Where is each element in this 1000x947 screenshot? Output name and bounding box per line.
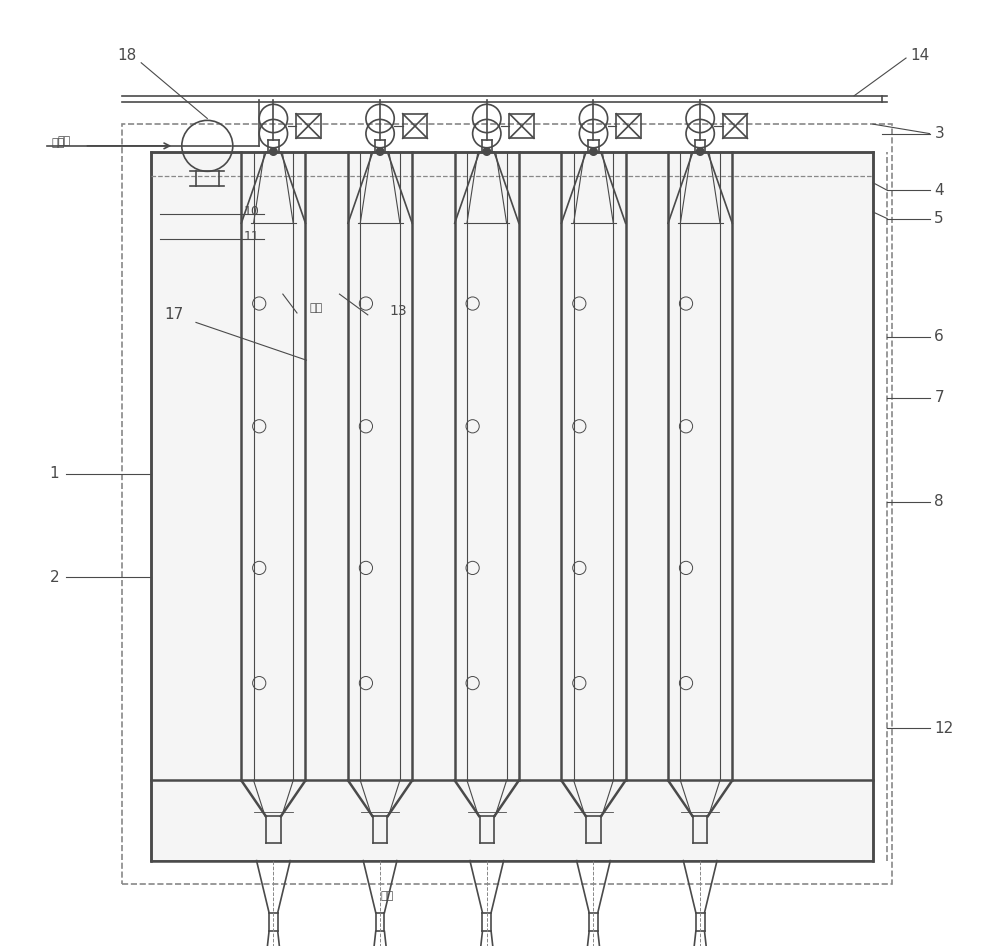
Text: 12: 12	[934, 721, 954, 736]
Text: 3: 3	[934, 126, 944, 141]
Text: 排气: 排气	[380, 891, 393, 902]
Text: 11: 11	[243, 230, 259, 243]
Bar	[296, 114, 321, 138]
Circle shape	[483, 148, 491, 155]
Bar	[122, 124, 892, 884]
Text: 8: 8	[934, 494, 944, 509]
Text: 10: 10	[243, 205, 259, 218]
Text: 13: 13	[389, 304, 407, 318]
Circle shape	[270, 148, 277, 155]
Text: 2: 2	[50, 570, 59, 585]
Text: 6: 6	[934, 330, 944, 344]
Text: 煤气: 煤气	[309, 303, 323, 313]
Text: 18: 18	[117, 47, 137, 63]
Text: 煤气: 煤气	[57, 136, 70, 146]
Circle shape	[590, 148, 597, 155]
Circle shape	[376, 148, 384, 155]
Text: 5: 5	[934, 211, 944, 226]
Text: 1: 1	[50, 466, 59, 481]
Text: 7: 7	[934, 390, 944, 405]
Bar	[616, 114, 641, 138]
Bar	[151, 152, 873, 861]
Bar	[403, 114, 427, 138]
Text: 煤气: 煤气	[51, 138, 65, 148]
Bar	[509, 114, 534, 138]
Circle shape	[696, 148, 704, 155]
Bar	[723, 114, 747, 138]
Text: 17: 17	[165, 308, 184, 322]
Text: 14: 14	[911, 47, 930, 63]
Text: 4: 4	[934, 183, 944, 198]
